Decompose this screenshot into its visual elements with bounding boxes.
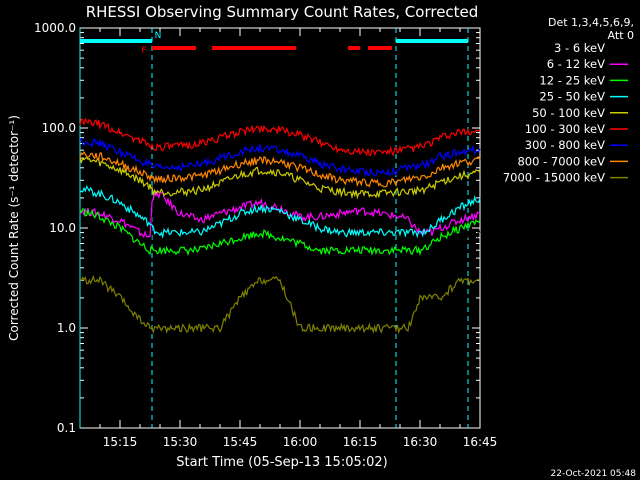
series-line-5 [79,117,481,157]
cyan-vertical-lines [79,28,469,428]
x-axis: 15:15 15:30 15:45 16:00 16:15 16:30 16:45 [99,28,498,449]
series-line-8 [79,274,481,335]
bar-label-N: N [155,31,162,41]
x-axis-label: Start Time (05-Sep-13 15:05:02) [176,455,387,470]
y-tick-label: 0.1 [57,421,76,435]
legend-label: 100 - 300 keV [525,122,605,136]
series-line-7 [79,150,481,188]
y-tick-label: 100.0 [42,121,76,135]
x-tick-label: 15:30 [163,435,198,449]
legend-label: 25 - 50 keV [539,90,605,104]
series-lines [79,117,481,335]
series-line-0 [79,184,481,302]
series-line-2 [79,208,481,257]
x-tick-label: 16:45 [463,435,498,449]
y-axis: 0.1 1.0 10.0 100.0 1000.0 [34,21,480,435]
legend-label: 3 - 6 keV [554,41,605,55]
series-line-3 [79,185,481,240]
bar-label-F: F [141,46,146,56]
plot-frame [79,27,481,429]
y-tick-label: 1.0 [57,321,76,335]
x-tick-label: 16:30 [403,435,438,449]
legend: Det 1,3,4,5,6,9,Att 03 - 6 keV 6 - 12 keV… [503,16,634,185]
legend-label: 800 - 7000 keV [517,154,605,168]
legend-header: Att 0 [608,29,634,42]
legend-header: Det 1,3,4,5,6,9, [548,16,634,29]
x-tick-label: 16:00 [283,435,318,449]
x-tick-label: 15:15 [103,435,138,449]
legend-label: 6 - 12 keV [547,57,605,71]
timestamp: 22-Oct-2021 05:48 [551,469,637,479]
series-line-4 [79,156,481,200]
x-tick-label: 15:45 [223,435,258,449]
series-line-6 [79,137,481,178]
legend-label: 50 - 100 keV [532,106,605,120]
legend-label: 7000 - 15000 keV [503,171,605,185]
chart-title: RHESSI Observing Summary Count Rates, Co… [86,3,479,21]
attenuator-bars: NF [80,31,468,56]
y-tick-label: 1000.0 [34,21,76,35]
legend-label: 300 - 800 keV [525,138,605,152]
x-tick-label: 16:15 [343,435,378,449]
y-tick-label: 10.0 [49,221,76,235]
plot-border [79,27,481,429]
y-axis-label: Corrected Count Rate (s⁻¹ detector⁻¹) [7,115,21,341]
legend-label: 12 - 25 keV [539,73,605,87]
